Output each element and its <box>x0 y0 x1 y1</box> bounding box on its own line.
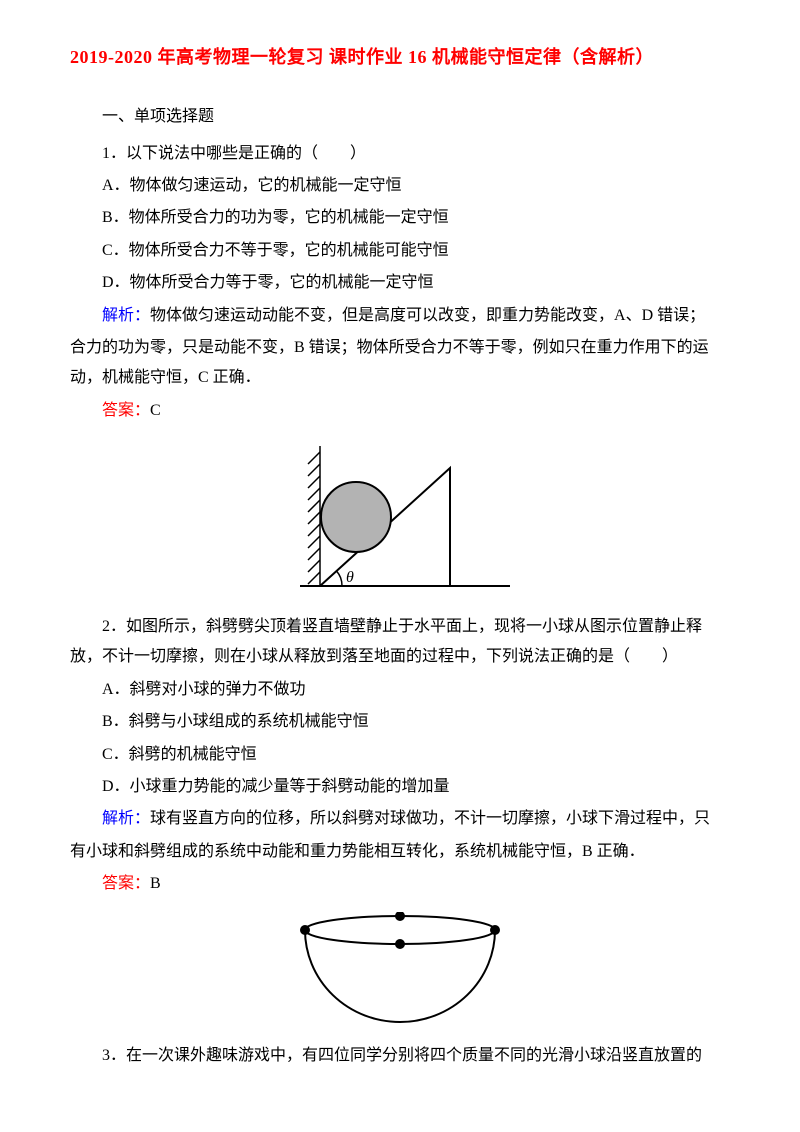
q1-stem: 1．以下说法中哪些是正确的（ ） <box>70 139 730 169</box>
q1-answer: 答案：C <box>70 396 730 426</box>
q2-answer: 答案：B <box>70 869 730 899</box>
q2-stem: 2．如图所示，斜劈劈尖顶着竖直墙壁静止于水平面上，现将一小球从图示位置静止释放，… <box>70 612 730 673</box>
q3-stem: 3．在一次课外趣味游戏中，有四位同学分别将四个质量不同的光滑小球沿竖直放置的 <box>70 1041 730 1071</box>
q2-option-b: B．斜劈与小球组成的系统机械能守恒 <box>70 707 730 737</box>
ball-1 <box>300 925 310 935</box>
explanation-label: 解析： <box>102 810 150 827</box>
q1-option-d: D．物体所受合力等于零，它的机械能一定守恒 <box>70 268 730 298</box>
q1-option-a: A．物体做匀速运动，它的机械能一定守恒 <box>70 171 730 201</box>
answer-label: 答案： <box>102 402 150 419</box>
ball-2 <box>395 912 405 921</box>
theta-label: θ <box>346 569 354 586</box>
q1-explanation-line1: 解析：物体做匀速运动动能不变，但是高度可以改变，即重力势能改变，A、D 错误； <box>70 301 730 331</box>
figure-wedge-ball: θ <box>280 438 520 598</box>
angle-arc <box>337 571 343 586</box>
q2-answer-value: B <box>150 875 161 892</box>
q2-explanation-line1: 解析：球有竖直方向的位移，所以斜劈对球做功，不计一切摩擦，小球下滑过程中，只 <box>70 804 730 834</box>
q1-option-b: B．物体所受合力的功为零，它的机械能一定守恒 <box>70 203 730 233</box>
q1-option-c: C．物体所受合力不等于零，它的机械能可能守恒 <box>70 236 730 266</box>
q2-explanation-line2: 有小球和斜劈组成的系统中动能和重力势能相互转化，系统机械能守恒，B 正确． <box>70 837 730 867</box>
q2-option-d: D．小球重力势能的减少量等于斜劈动能的增加量 <box>70 772 730 802</box>
q2-explain-text1: 球有竖直方向的位移，所以斜劈对球做功，不计一切摩擦，小球下滑过程中，只 <box>150 810 710 827</box>
wall-hatching <box>308 446 320 586</box>
ball-4 <box>395 939 405 949</box>
q1-answer-value: C <box>150 402 161 419</box>
document-title: 2019-2020 年高考物理一轮复习 课时作业 16 机械能守恒定律（含解析） <box>70 40 730 74</box>
ball-shape <box>321 482 391 552</box>
answer-label: 答案： <box>102 875 150 892</box>
q1-explanation-line2: 合力的功为零，只是动能不变，B 错误；物体所受合力不等于零，例如只在重力作用下的… <box>70 333 730 394</box>
section-heading-1: 一、单项选择题 <box>70 102 730 132</box>
q2-option-a: A．斜劈对小球的弹力不做功 <box>70 675 730 705</box>
figure-bowl <box>285 912 515 1027</box>
q1-explain-text1: 物体做匀速运动动能不变，但是高度可以改变，即重力势能改变，A、D 错误； <box>150 307 705 324</box>
ball-3 <box>490 925 500 935</box>
q2-option-c: C．斜劈的机械能守恒 <box>70 740 730 770</box>
explanation-label: 解析： <box>102 307 150 324</box>
